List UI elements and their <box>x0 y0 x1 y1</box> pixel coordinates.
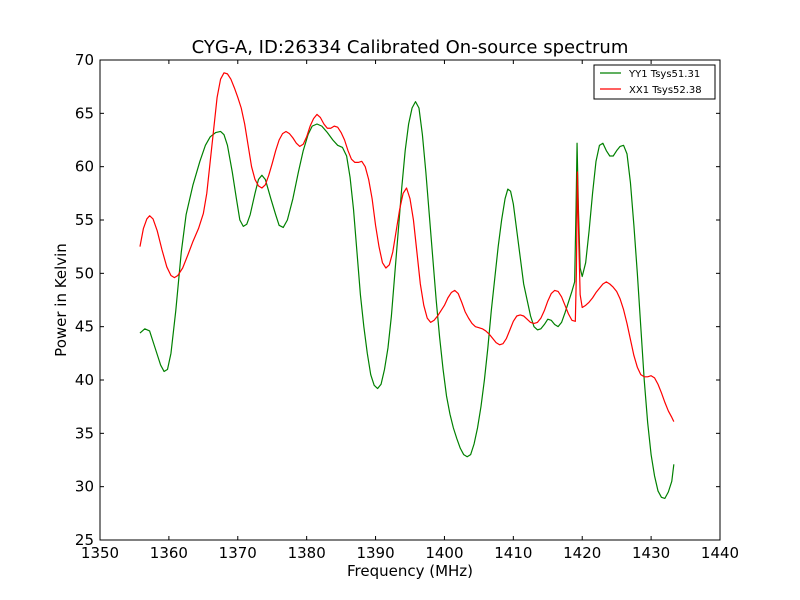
x-tick-label: 1420 <box>563 544 601 562</box>
y-tick-label: 25 <box>75 531 94 549</box>
x-tick-label: 1350 <box>81 544 119 562</box>
x-tick-label: 1400 <box>425 544 463 562</box>
plot-area-frame <box>99 59 721 541</box>
legend: YY1 Tsys51.31 XX1 Tsys52.38 <box>593 64 716 100</box>
x-tick-label: 1370 <box>219 544 257 562</box>
series-line-yy1 <box>139 101 675 499</box>
legend-label-xx1: XX1 Tsys52.38 <box>629 85 702 96</box>
y-tick-label: 45 <box>75 318 94 336</box>
y-tick-label: 55 <box>75 211 94 229</box>
y-tick-label: 35 <box>75 424 94 442</box>
y-tick-label: 65 <box>75 104 94 122</box>
series-line-xx1 <box>139 72 675 422</box>
x-tick-label: 1360 <box>150 544 188 562</box>
series-layer <box>139 72 675 499</box>
x-tick-label: 1410 <box>494 544 532 562</box>
ticks-layer: 1350 1360 1370 1380 1390 1400 1410 1420 1430 1440… <box>75 51 739 562</box>
y-tick-label: 40 <box>75 371 94 389</box>
legend-box <box>593 64 716 100</box>
y-tick-label: 50 <box>75 264 94 282</box>
legend-label-yy1: YY1 Tsys51.31 <box>628 69 700 80</box>
y-tick-label: 30 <box>75 478 94 496</box>
x-tick-label: 1380 <box>288 544 326 562</box>
y-tick-label: 70 <box>75 51 94 69</box>
y-tick-label: 60 <box>75 158 94 176</box>
y-axis-label: Power in Kelvin <box>52 243 70 357</box>
x-axis-label: Frequency (MHz) <box>347 562 473 580</box>
x-tick-label: 1430 <box>632 544 670 562</box>
x-tick-label: 1390 <box>356 544 394 562</box>
chart-title: CYG-A, ID:26334 Calibrated On-source spe… <box>192 37 629 58</box>
x-tick-label: 1440 <box>701 544 739 562</box>
